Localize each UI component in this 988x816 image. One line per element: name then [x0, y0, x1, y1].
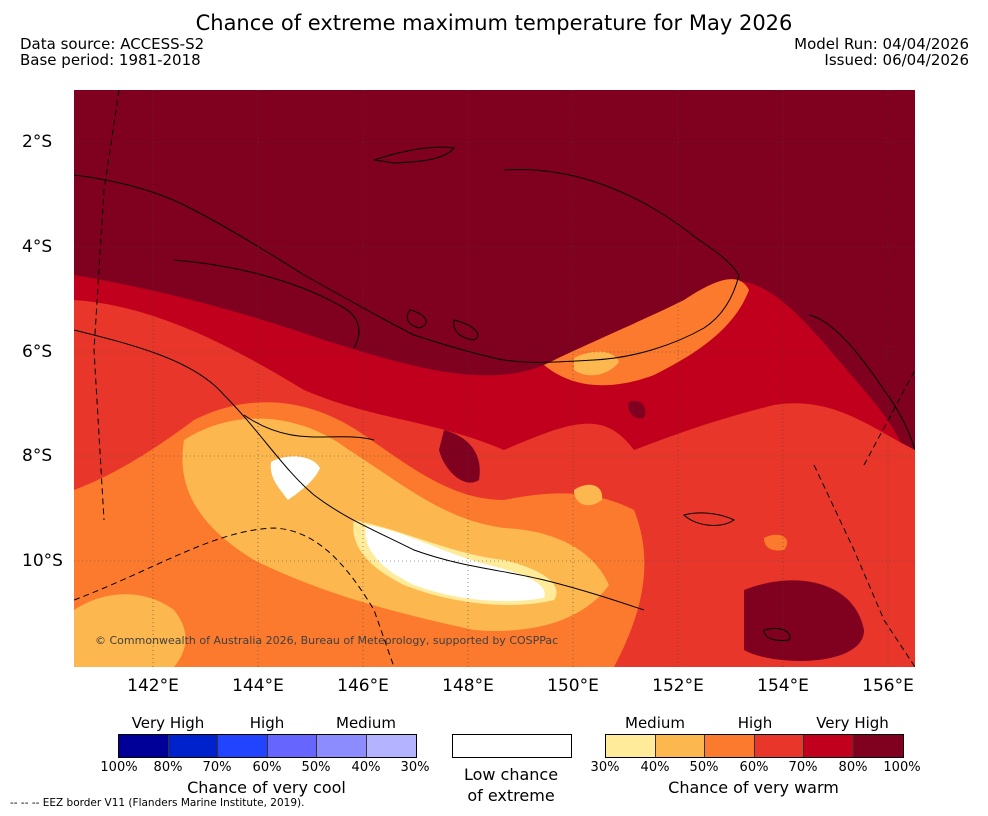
cool-level-medium: Medium — [336, 714, 396, 732]
cool-color-scale — [118, 734, 417, 758]
lon-label: 144°E — [232, 676, 284, 696]
issued-label: Issued: 06/04/2026 — [824, 51, 969, 69]
lat-label: 4°S — [22, 237, 53, 257]
warm-swatch — [854, 735, 903, 757]
gridlines — [74, 90, 915, 667]
warm-swatch — [606, 735, 656, 757]
warm-level-very-high: Very High — [816, 714, 889, 732]
warm-tick: 100% — [883, 760, 921, 775]
low-chance-caption: Low chance of extreme — [432, 764, 590, 806]
lat-label: 10°S — [22, 551, 63, 571]
meta-left: Data source: ACCESS-S2 Base period: 1981… — [20, 36, 204, 68]
cool-swatch — [218, 735, 268, 757]
data-source-label: Data source: ACCESS-S2 — [20, 35, 205, 53]
cool-caption: Chance of very cool — [187, 778, 346, 797]
cool-level-very-high: Very High — [131, 714, 205, 732]
eez-footnote: -- -- -- EEZ border V11 (Flanders Marine… — [10, 797, 305, 809]
cool-tick: 60% — [252, 760, 282, 775]
coastlines — [74, 146, 915, 641]
warm-tick: 80% — [838, 760, 868, 775]
cool-tick: 50% — [301, 760, 331, 775]
warm-tick: 30% — [590, 760, 620, 775]
low-chance-line2: of extreme — [467, 786, 555, 805]
lon-label: 152°E — [652, 676, 704, 696]
cool-swatch — [119, 735, 169, 757]
eez-border — [74, 90, 915, 667]
lon-label: 150°E — [547, 676, 599, 696]
warm-color-scale — [605, 734, 904, 758]
cool-tick: 80% — [153, 760, 183, 775]
warm-caption: Chance of very warm — [668, 778, 839, 797]
probability-map — [74, 90, 915, 667]
warm-tick: 70% — [788, 760, 818, 775]
meta-right: Model Run: 04/04/2026 Issued: 06/04/2026 — [794, 36, 969, 68]
low-chance-line1: Low chance — [463, 765, 559, 784]
base-period-label: Base period: 1981-2018 — [20, 51, 201, 69]
lon-label: 148°E — [442, 676, 494, 696]
cool-tick: 30% — [400, 760, 430, 775]
cool-tick: 40% — [351, 760, 381, 775]
warm-swatch — [656, 735, 705, 757]
warm-tick: 50% — [689, 760, 719, 775]
lon-label: 154°E — [757, 676, 809, 696]
lat-label: 8°S — [22, 446, 53, 466]
cool-swatch — [317, 735, 367, 757]
warm-swatch — [755, 735, 804, 757]
lat-label: 2°S — [22, 132, 53, 152]
copyright-note: © Commonwealth of Australia 2026, Bureau… — [95, 634, 559, 647]
warm-tick: 40% — [640, 760, 670, 775]
cool-level-high: High — [249, 714, 285, 732]
cool-tick: 100% — [100, 760, 138, 775]
low-chance-swatch — [452, 734, 572, 758]
map-title: Chance of extreme maximum temperature fo… — [195, 11, 793, 35]
cool-swatch — [169, 735, 218, 757]
warm-level-high: High — [737, 714, 773, 732]
warm-level-medium: Medium — [625, 714, 685, 732]
lon-label: 156°E — [862, 676, 914, 696]
cool-tick: 70% — [202, 760, 232, 775]
cool-swatch — [367, 735, 416, 757]
lat-label: 6°S — [22, 342, 53, 362]
warm-swatch — [804, 735, 854, 757]
lon-label: 146°E — [337, 676, 389, 696]
lon-label: 142°E — [127, 676, 179, 696]
warm-tick: 60% — [739, 760, 769, 775]
model-run-label: Model Run: 04/04/2026 — [794, 35, 969, 53]
cool-swatch — [268, 735, 317, 757]
probability-fill — [74, 90, 915, 667]
warm-swatch — [705, 735, 755, 757]
